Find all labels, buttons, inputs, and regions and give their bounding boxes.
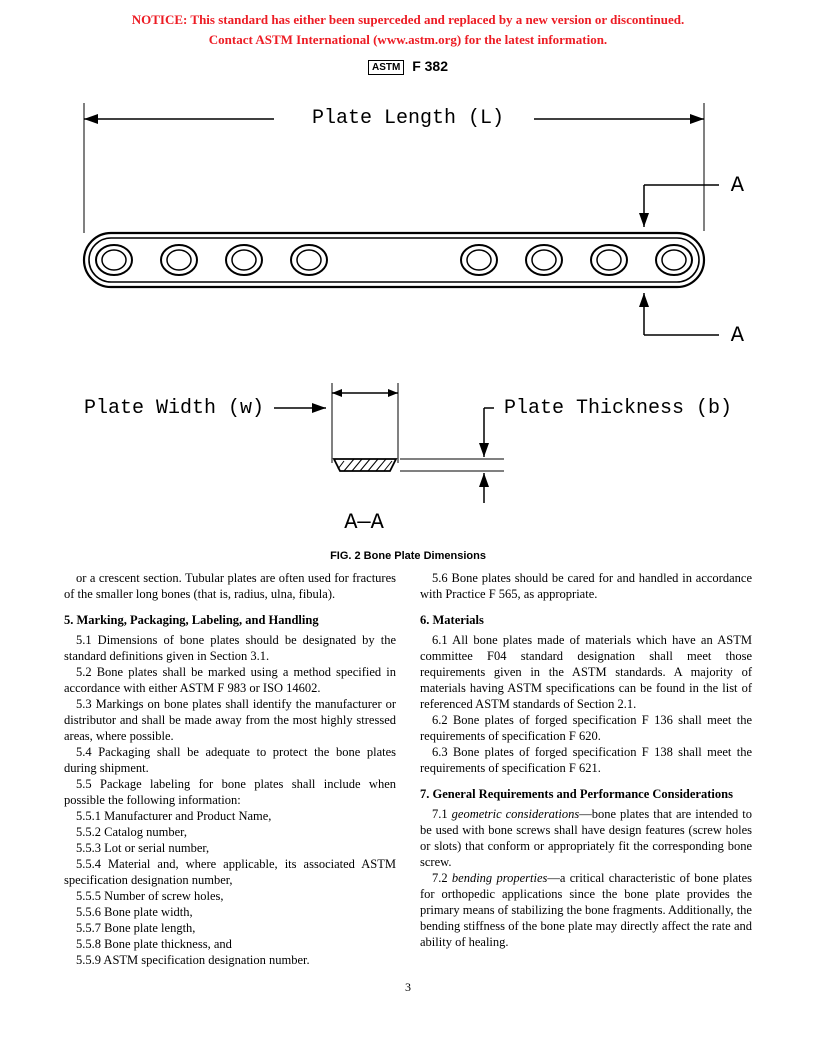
clause-5-5-3: 5.5.3 Lot or serial number, <box>64 840 396 856</box>
page-number: 3 <box>64 980 752 995</box>
clause-5-5-5: 5.5.5 Number of screw holes, <box>64 888 396 904</box>
section-6-head: 6. Materials <box>420 612 752 628</box>
label-plate-thickness: Plate Thickness (b) <box>504 397 732 420</box>
clause-5-4: 5.4 Packaging shall be adequate to prote… <box>64 744 396 776</box>
standard-code: F 382 <box>412 58 448 74</box>
label-plate-width: Plate Width (w) <box>84 397 264 420</box>
clause-7-2: 7.2 bending properties—a critical charac… <box>420 870 752 950</box>
clause-5-5-4: 5.5.4 Material and, where applicable, it… <box>64 856 396 888</box>
section-marker-a-bottom: A <box>731 323 745 348</box>
clause-5-6: 5.6 Bone plates should be cared for and … <box>420 570 752 602</box>
cross-section <box>334 459 396 471</box>
clause-5-2: 5.2 Bone plates shall be marked using a … <box>64 664 396 696</box>
clause-5-5-7: 5.5.7 Bone plate length, <box>64 920 396 936</box>
notice-line2: Contact ASTM International (www.astm.org… <box>64 32 752 48</box>
clause-5-5-6: 5.5.6 Bone plate width, <box>64 904 396 920</box>
clause-5-5: 5.5 Package labeling for bone plates sha… <box>64 776 396 808</box>
clause-5-3: 5.3 Markings on bone plates shall identi… <box>64 696 396 744</box>
bone-plate-top-view <box>84 233 704 287</box>
left-column: or a crescent section. Tubular plates ar… <box>64 570 396 968</box>
clause-5-5-9: 5.5.9 ASTM specification designation num… <box>64 952 396 968</box>
section-marker-a-top: A <box>731 173 745 198</box>
label-plate-length: Plate Length (L) <box>312 107 504 130</box>
clause-6-2: 6.2 Bone plates of forged specification … <box>420 712 752 744</box>
section-7-head: 7. General Requirements and Performance … <box>420 786 752 802</box>
clause-5-5-8: 5.5.8 Bone plate thickness, and <box>64 936 396 952</box>
clause-7-1: 7.1 geometric considerations—bone plates… <box>420 806 752 870</box>
standard-header: ASTM F 382 <box>64 58 752 75</box>
section-5-head: 5. Marking, Packaging, Labeling, and Han… <box>64 612 396 628</box>
clause-6-1: 6.1 All bone plates made of materials wh… <box>420 632 752 712</box>
clause-6-3: 6.3 Bone plates of forged specification … <box>420 744 752 776</box>
figure-caption: FIG. 2 Bone Plate Dimensions <box>64 550 752 562</box>
figure-2: Plate Length (L) A <box>64 83 752 562</box>
astm-logo: ASTM <box>368 60 404 75</box>
right-column: 5.6 Bone plates should be cared for and … <box>420 570 752 968</box>
body-columns: or a crescent section. Tubular plates ar… <box>64 570 752 968</box>
notice-line1: NOTICE: This standard has either been su… <box>64 12 752 28</box>
section-label: A—A <box>344 510 384 535</box>
intro-continuation: or a crescent section. Tubular plates ar… <box>64 570 396 602</box>
clause-5-5-1: 5.5.1 Manufacturer and Product Name, <box>64 808 396 824</box>
clause-5-5-2: 5.5.2 Catalog number, <box>64 824 396 840</box>
clause-5-1: 5.1 Dimensions of bone plates should be … <box>64 632 396 664</box>
